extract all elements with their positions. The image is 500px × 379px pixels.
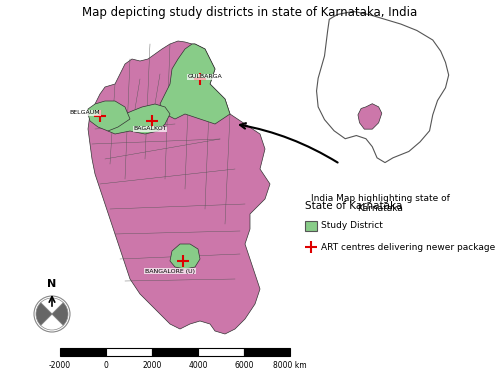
Polygon shape	[108, 104, 170, 134]
Polygon shape	[88, 41, 270, 334]
Text: 8000 km: 8000 km	[273, 361, 307, 370]
FancyBboxPatch shape	[152, 348, 198, 356]
Text: India Map highlighting state of
Karnataka: India Map highlighting state of Karnatak…	[310, 194, 450, 213]
Wedge shape	[36, 303, 52, 325]
Text: N: N	[48, 279, 56, 289]
Text: 6000: 6000	[234, 361, 254, 370]
Text: 0: 0	[104, 361, 108, 370]
Polygon shape	[160, 44, 230, 124]
FancyBboxPatch shape	[60, 348, 106, 356]
Polygon shape	[88, 101, 130, 131]
Text: GULBARGA: GULBARGA	[188, 75, 222, 80]
Text: BAGALKOT: BAGALKOT	[133, 127, 167, 132]
Wedge shape	[40, 314, 64, 330]
FancyBboxPatch shape	[305, 221, 317, 231]
Text: 4000: 4000	[188, 361, 208, 370]
Text: -2000: -2000	[49, 361, 71, 370]
Wedge shape	[40, 298, 64, 314]
Text: ART centres delivering newer package: ART centres delivering newer package	[321, 243, 495, 252]
Text: 2000: 2000	[142, 361, 162, 370]
Wedge shape	[52, 303, 68, 325]
Text: BANGALORE (U): BANGALORE (U)	[145, 268, 195, 274]
Text: Map depicting study districts in state of Karnataka, India: Map depicting study districts in state o…	[82, 6, 417, 19]
FancyBboxPatch shape	[244, 348, 290, 356]
Text: BELGAUM: BELGAUM	[70, 111, 100, 116]
FancyBboxPatch shape	[198, 348, 244, 356]
Text: State of Karnataka: State of Karnataka	[305, 201, 402, 211]
Polygon shape	[170, 244, 200, 269]
FancyBboxPatch shape	[106, 348, 152, 356]
Text: Study District: Study District	[321, 221, 383, 230]
